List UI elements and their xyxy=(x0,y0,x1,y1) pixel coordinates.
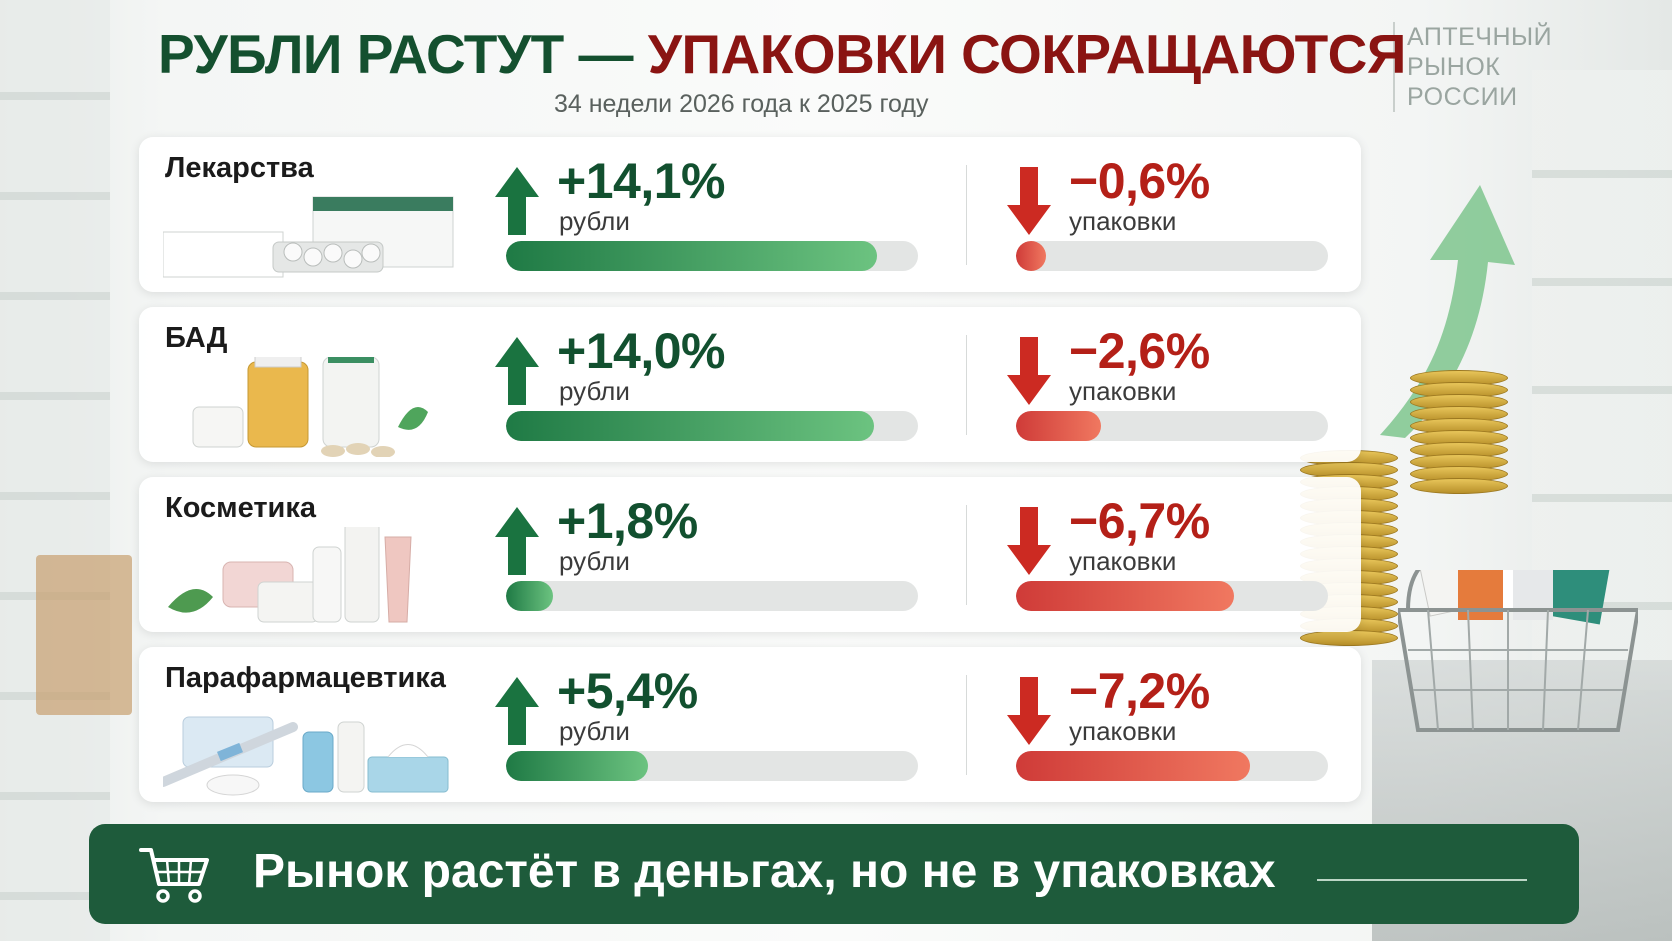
category-label: Лекарства xyxy=(165,152,314,184)
arrow-up-icon xyxy=(495,337,539,405)
column-divider xyxy=(966,165,967,265)
column-divider xyxy=(966,335,967,435)
packages-label: упаковки xyxy=(1069,206,1177,236)
rubles-bar xyxy=(506,241,877,271)
category-card-parapharmaceuticals: Парафармацевтика +5,4% рубли −7,2% упако… xyxy=(139,647,1361,802)
arrow-down-icon xyxy=(1007,337,1051,405)
rubles-change-value: +1,8% xyxy=(557,493,698,549)
packages-change-value: −0,6% xyxy=(1069,153,1210,209)
rubles-label: рубли xyxy=(559,206,630,236)
packages-bar-track xyxy=(1016,411,1328,441)
page-title: РУБЛИ РАСТУТ — УПАКОВКИ СОКРАЩАЮТСЯ xyxy=(158,22,1406,86)
brand-line-2: РЫНОК xyxy=(1407,53,1501,81)
category-card-supplements: БАД +14,0% рубли −2,6% упаковки xyxy=(139,307,1361,462)
title-part-green: РУБЛИ РАСТУТ — xyxy=(158,23,633,85)
packages-change-value: −7,2% xyxy=(1069,663,1210,719)
conclusion-banner: Рынок растёт в деньгах, но не в упаковка… xyxy=(89,824,1579,924)
arrow-up-icon xyxy=(495,677,539,745)
packages-bar xyxy=(1016,751,1250,781)
packages-bar xyxy=(1016,581,1234,611)
supplement-bottles-image xyxy=(192,357,428,457)
rubles-label: рубли xyxy=(559,376,630,406)
brand-logo-text: АПТЕЧНЫЙ РЫНОК РОССИИ xyxy=(1393,22,1552,112)
shopping-cart-icon xyxy=(139,848,209,903)
packages-label: упаковки xyxy=(1069,546,1177,576)
rubles-bar-track xyxy=(506,751,918,781)
page-subtitle: 34 недели 2026 года к 2025 году xyxy=(554,90,929,118)
rubles-change-value: +5,4% xyxy=(557,663,698,719)
title-part-red: УПАКОВКИ СОКРАЩАЮТСЯ xyxy=(647,23,1407,85)
rubles-bar-track xyxy=(506,581,918,611)
packages-bar-track xyxy=(1016,581,1328,611)
category-card-medicines: Лекарства +14,1% рубли −0,6% упаковки xyxy=(139,137,1361,292)
rubles-bar xyxy=(506,411,874,441)
rubles-bar xyxy=(506,581,553,611)
arrow-down-icon xyxy=(1007,677,1051,745)
rubles-label: рубли xyxy=(559,716,630,746)
category-label: БАД xyxy=(165,322,228,354)
packages-bar xyxy=(1016,411,1101,441)
arrow-up-icon xyxy=(495,507,539,575)
packages-label: упаковки xyxy=(1069,716,1177,746)
column-divider xyxy=(966,675,967,775)
conclusion-text: Рынок растёт в деньгах, но не в упаковка… xyxy=(253,845,1276,898)
background-shelves-left xyxy=(0,0,110,941)
packages-change-value: −6,7% xyxy=(1069,493,1210,549)
rubles-change-value: +14,1% xyxy=(557,153,725,209)
banner-decor-line xyxy=(1317,879,1527,881)
packages-bar xyxy=(1016,241,1046,271)
parapharmaceutical-products-image xyxy=(163,716,449,796)
rubles-change-value: +14,0% xyxy=(557,323,725,379)
arrow-down-icon xyxy=(1007,507,1051,575)
cosmetics-products-image xyxy=(168,527,412,623)
shopping-basket-image xyxy=(1398,570,1638,732)
shopping-bag-image xyxy=(36,555,132,715)
packages-bar-track xyxy=(1016,241,1328,271)
rubles-label: рубли xyxy=(559,546,630,576)
rubles-bar xyxy=(506,751,648,781)
packages-bar-track xyxy=(1016,751,1328,781)
brand-line-1: АПТЕЧНЫЙ xyxy=(1407,23,1553,51)
packages-label: упаковки xyxy=(1069,376,1177,406)
category-label: Парафармацевтика xyxy=(165,662,446,694)
category-card-cosmetics: Косметика +1,8% рубли −6,7% упаковки xyxy=(139,477,1361,632)
packages-change-value: −2,6% xyxy=(1069,323,1210,379)
brand-line-3: РОССИИ xyxy=(1407,83,1518,111)
category-label: Косметика xyxy=(165,492,317,524)
rubles-bar-track xyxy=(506,241,918,271)
medicine-boxes-pills-image xyxy=(163,196,454,278)
arrow-down-icon xyxy=(1007,167,1051,235)
growth-arrow-icon xyxy=(1380,185,1515,438)
arrow-up-icon xyxy=(495,167,539,235)
rubles-bar-track xyxy=(506,411,918,441)
column-divider xyxy=(966,505,967,605)
